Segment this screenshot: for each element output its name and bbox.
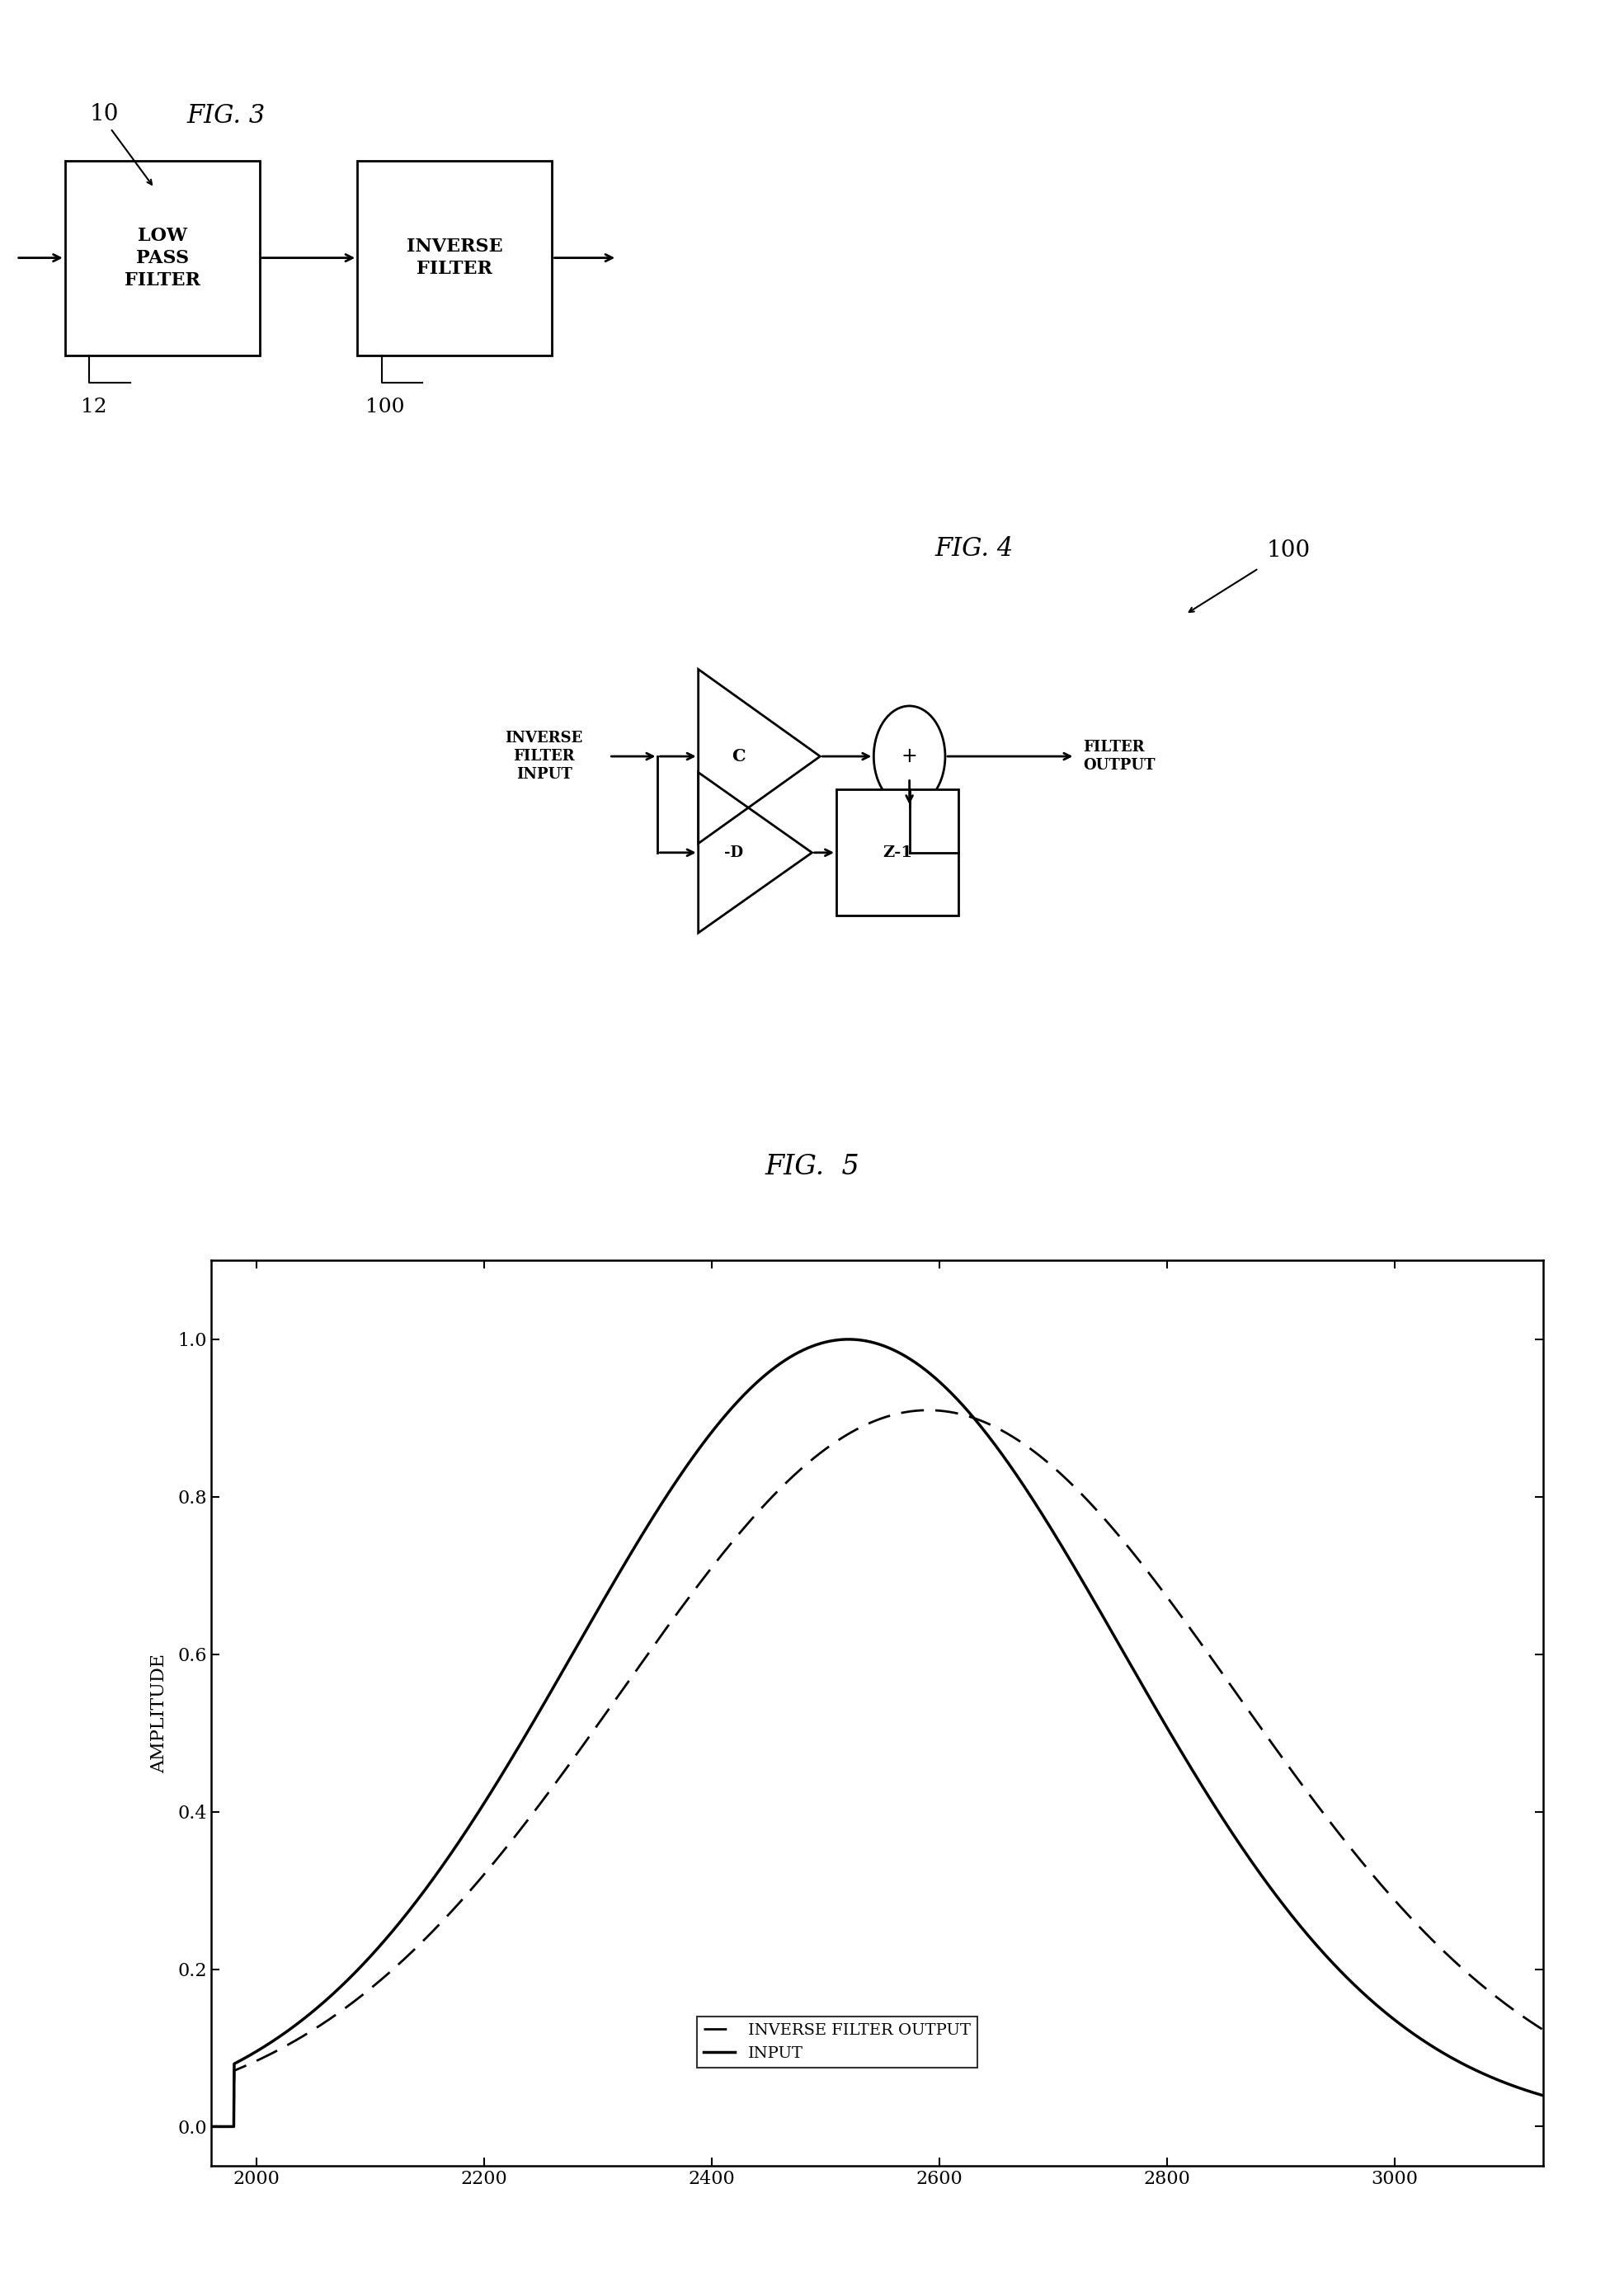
Text: LOW
PASS
FILTER: LOW PASS FILTER bbox=[125, 227, 200, 289]
Text: FILTER
OUTPUT: FILTER OUTPUT bbox=[1083, 740, 1155, 772]
Text: FIG.  5: FIG. 5 bbox=[765, 1153, 859, 1180]
FancyBboxPatch shape bbox=[65, 160, 260, 355]
INVERSE FILTER OUTPUT bbox=[432, 1907, 451, 1934]
INPUT bbox=[201, 2113, 221, 2141]
Text: 10: 10 bbox=[89, 103, 119, 126]
FancyBboxPatch shape bbox=[836, 788, 958, 915]
Text: +: + bbox=[901, 747, 918, 766]
Line: INPUT: INPUT bbox=[211, 1339, 1543, 2127]
Text: FIG. 4: FIG. 4 bbox=[935, 536, 1013, 562]
INPUT bbox=[432, 1852, 451, 1879]
INVERSE FILTER OUTPUT bbox=[919, 1396, 939, 1423]
FancyBboxPatch shape bbox=[357, 160, 552, 355]
Text: C: C bbox=[732, 747, 745, 766]
Y-axis label: AMPLITUDE: AMPLITUDE bbox=[151, 1653, 169, 1774]
Line: INVERSE FILTER OUTPUT: INVERSE FILTER OUTPUT bbox=[211, 1410, 1543, 2127]
INPUT bbox=[838, 1325, 857, 1352]
INPUT bbox=[1364, 1989, 1384, 2017]
INVERSE FILTER OUTPUT bbox=[1507, 1999, 1527, 2026]
INVERSE FILTER OUTPUT bbox=[1364, 1863, 1384, 1891]
Text: 100: 100 bbox=[1267, 539, 1311, 562]
Legend: INVERSE FILTER OUTPUT, INPUT: INVERSE FILTER OUTPUT, INPUT bbox=[697, 2017, 978, 2067]
INVERSE FILTER OUTPUT bbox=[354, 1980, 374, 2008]
INVERSE FILTER OUTPUT bbox=[201, 2113, 221, 2141]
Text: FIG. 3: FIG. 3 bbox=[187, 103, 265, 128]
INPUT bbox=[1507, 2074, 1527, 2102]
INPUT bbox=[1533, 2081, 1553, 2109]
INPUT bbox=[354, 1950, 374, 1978]
Text: Z-1: Z-1 bbox=[882, 846, 913, 860]
INVERSE FILTER OUTPUT bbox=[1533, 2017, 1553, 2044]
INPUT bbox=[770, 1350, 789, 1377]
Text: 12: 12 bbox=[81, 399, 107, 417]
Text: INVERSE
FILTER
INPUT: INVERSE FILTER INPUT bbox=[505, 731, 583, 782]
INPUT bbox=[711, 1405, 731, 1432]
Text: INVERSE
FILTER: INVERSE FILTER bbox=[406, 238, 503, 277]
INVERSE FILTER OUTPUT bbox=[770, 1476, 789, 1504]
Text: -D: -D bbox=[724, 846, 744, 860]
INVERSE FILTER OUTPUT bbox=[711, 1540, 731, 1568]
Text: 100: 100 bbox=[365, 399, 404, 417]
